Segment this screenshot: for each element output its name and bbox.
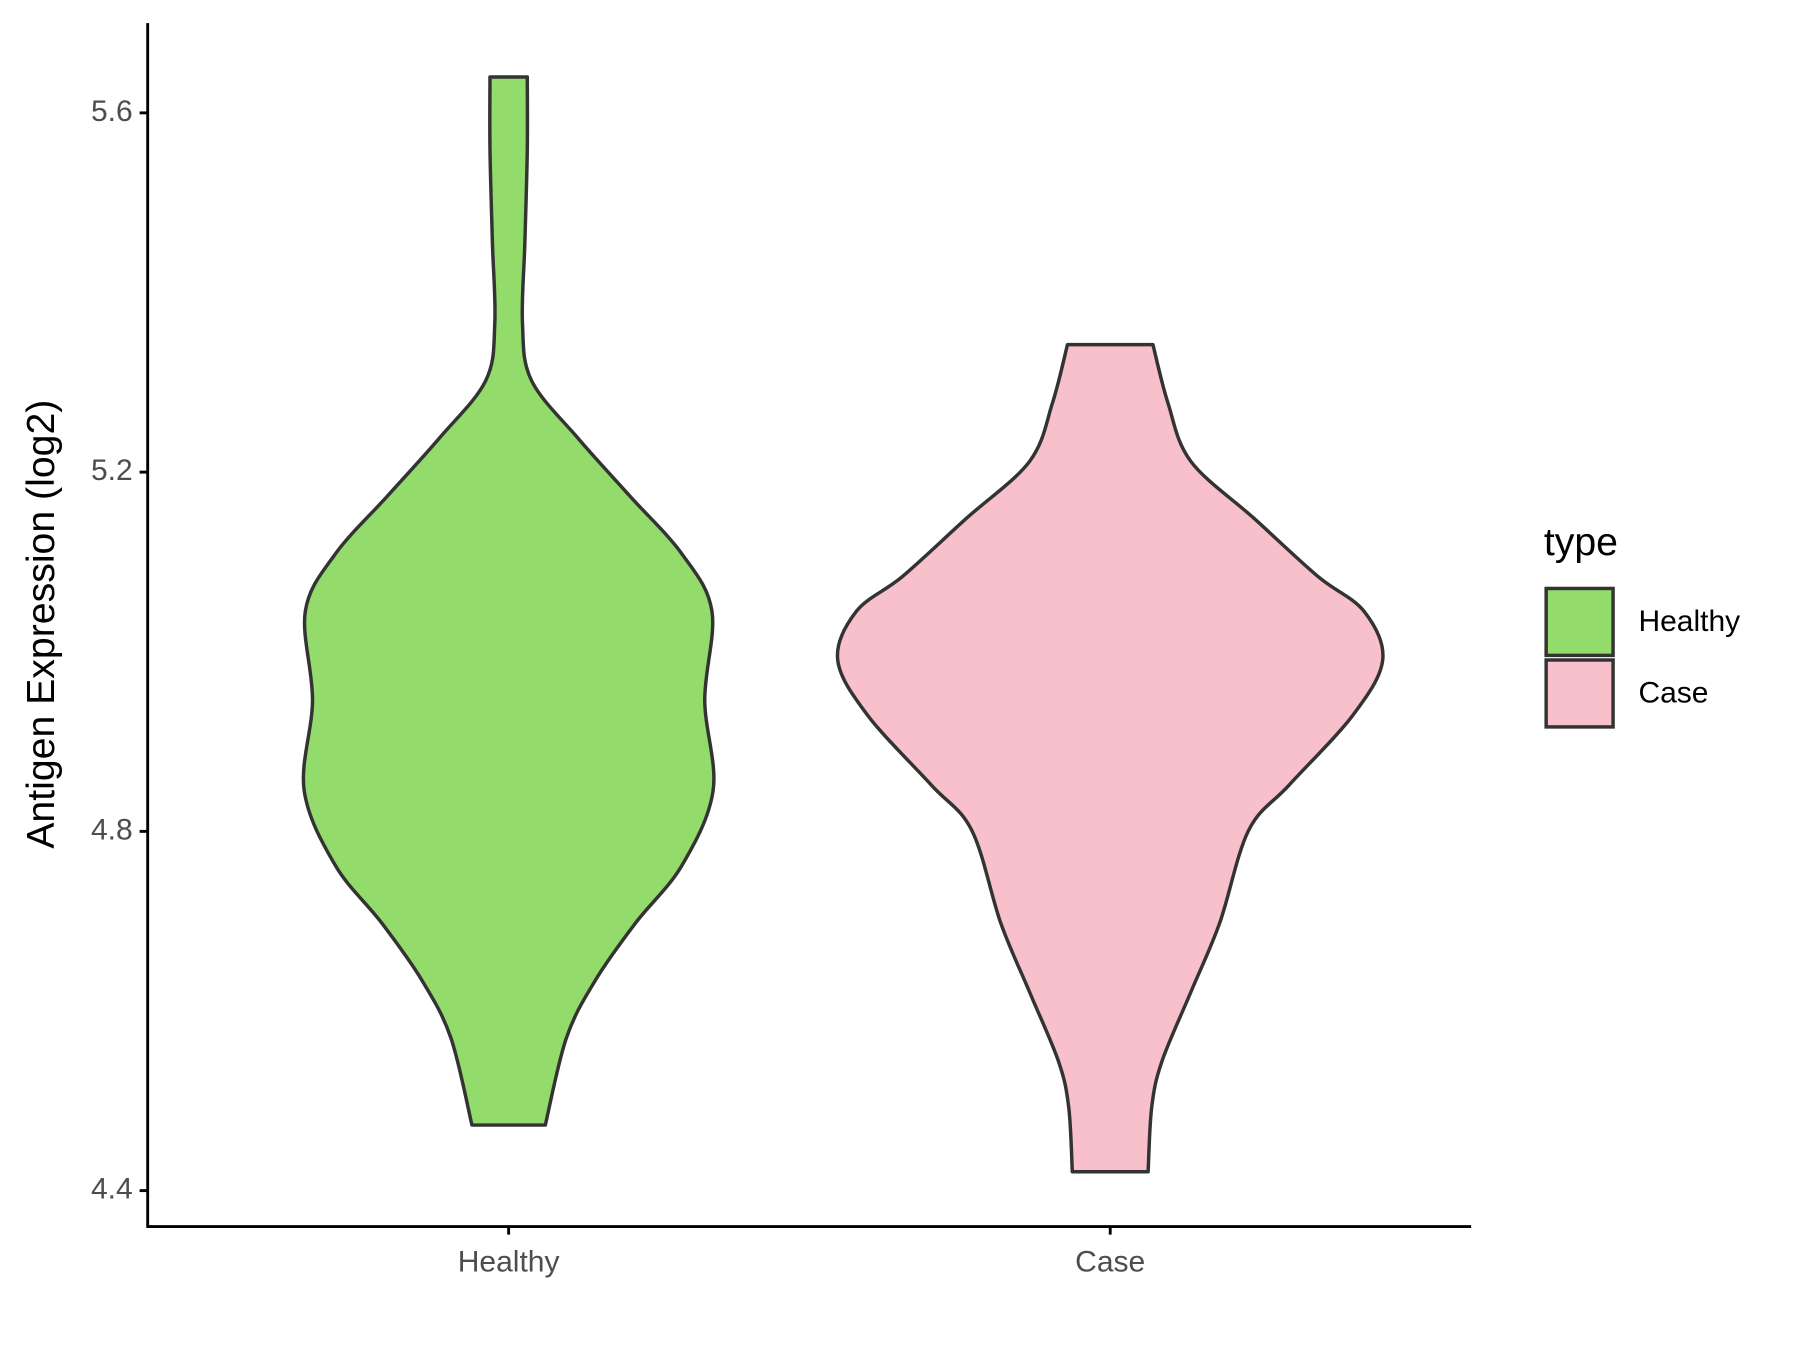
y-tick-label: 5.2 — [91, 454, 133, 487]
y-tick-label: 4.8 — [91, 813, 133, 846]
y-axis-title: Antigen Expression (log2) — [19, 400, 63, 849]
violin — [301, 75, 716, 1127]
y-tick-label: 4.4 — [91, 1173, 133, 1206]
violin — [835, 342, 1385, 1174]
x-tick-label: Case — [1075, 1245, 1145, 1278]
legend-label: Healthy — [1638, 605, 1740, 638]
y-tick-label: 5.6 — [91, 95, 133, 128]
legend-title: type — [1544, 520, 1618, 564]
x-tick-label: Healthy — [458, 1245, 560, 1278]
legend-key — [1544, 586, 1615, 658]
legend-label: Case — [1638, 677, 1708, 710]
legend-key — [1544, 658, 1615, 729]
